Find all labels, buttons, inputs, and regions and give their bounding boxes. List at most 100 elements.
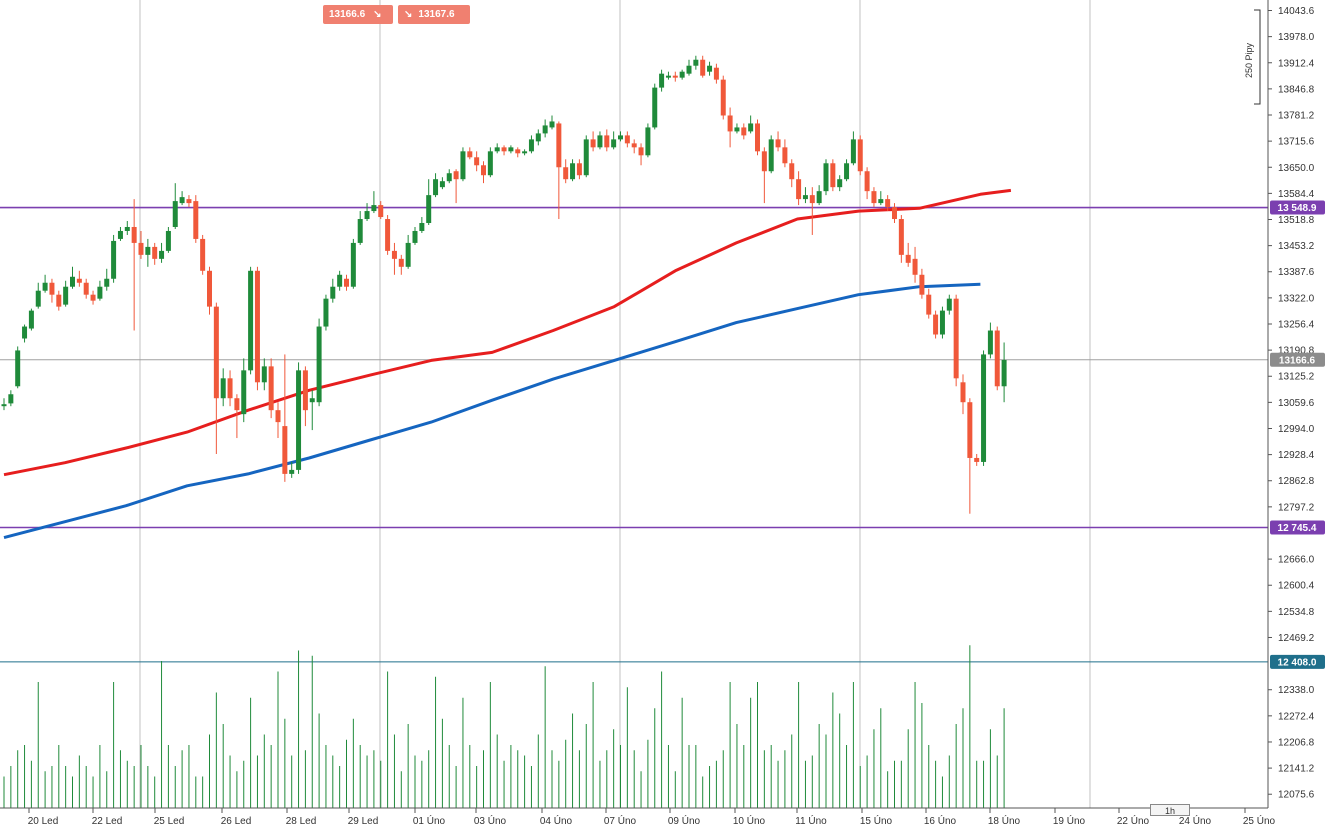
candle-body — [556, 123, 562, 168]
candle-body — [234, 398, 240, 411]
candle-body — [56, 294, 62, 307]
date-label: 22 Led — [92, 816, 123, 827]
date-label: 22 Úno — [1117, 814, 1150, 827]
candle-body — [172, 201, 178, 227]
candle-body — [871, 191, 877, 204]
candle-body — [439, 181, 445, 188]
current-price-label: 13166.6 — [1279, 355, 1316, 366]
candle-body — [631, 143, 637, 148]
price-tick-label: 12141.2 — [1278, 764, 1315, 775]
candle-body — [15, 350, 21, 387]
candle-body — [837, 179, 843, 188]
level-badge — [1270, 200, 1325, 215]
price-tick-label: 13190.8 — [1278, 346, 1315, 357]
ma-blue-line — [3, 282, 981, 540]
candle-body — [460, 151, 466, 180]
candle-body — [748, 123, 754, 132]
timeframe-badge[interactable]: 1h — [1150, 804, 1190, 816]
candle-body — [446, 173, 452, 182]
candle-body — [707, 65, 713, 72]
candle-body — [42, 282, 48, 291]
candle-body — [741, 127, 747, 136]
candle-body — [159, 250, 165, 259]
candle-body — [220, 378, 226, 399]
candle-body — [850, 139, 856, 164]
price-tick-label: 13387.6 — [1278, 267, 1315, 278]
price-tick-label: 12534.8 — [1278, 607, 1315, 618]
horizontal-levels — [0, 206, 1268, 663]
price-tick-label: 12075.6 — [1278, 790, 1315, 801]
date-label: 25 Úno — [1243, 814, 1276, 827]
candle-body — [878, 199, 884, 204]
candle-body — [892, 207, 897, 220]
date-label: 11 Úno — [795, 814, 827, 827]
buy-price: 13167.6 — [418, 9, 455, 20]
price-tick-label: 12469.2 — [1278, 633, 1315, 644]
candle-body — [344, 278, 349, 287]
candle-body — [501, 147, 507, 152]
candle-body — [391, 250, 397, 259]
measure-label: 250 Pipy — [1244, 42, 1254, 78]
sell-button[interactable]: 13166.6 ↘ — [323, 5, 393, 24]
vertical-gridlines — [139, 0, 1091, 808]
candle-body — [350, 242, 356, 287]
date-label: 07 Úno — [604, 814, 637, 827]
candle-body — [323, 298, 329, 327]
candle-body — [90, 294, 96, 301]
price-tick-label: 13256.4 — [1278, 319, 1315, 330]
price-tick-label: 13846.8 — [1278, 84, 1315, 95]
candle-body — [35, 290, 41, 307]
level-badge-label: 12 408.0 — [1278, 657, 1317, 668]
candle-body — [816, 191, 822, 204]
candle-body — [905, 254, 911, 263]
candle-body — [49, 282, 55, 295]
candle-body — [645, 127, 651, 156]
candle-body — [624, 135, 630, 144]
candle-body — [987, 330, 993, 355]
candle-body — [104, 278, 110, 287]
date-label: 10 Úno — [733, 814, 766, 827]
candle-body — [885, 199, 891, 208]
date-label: 15 Úno — [860, 814, 893, 827]
candle-body — [97, 286, 103, 299]
candle-body — [28, 310, 34, 329]
date-label: 19 Úno — [1053, 814, 1086, 827]
candle-body — [563, 167, 569, 180]
price-tick-label: 12206.8 — [1278, 737, 1315, 748]
candle-body — [974, 457, 980, 462]
price-tick-label: 12928.4 — [1278, 450, 1315, 461]
candle-body — [76, 278, 82, 283]
candle-body — [282, 426, 288, 474]
price-tick-label: 13781.2 — [1278, 111, 1315, 122]
candle-body — [165, 230, 171, 251]
date-label: 24 Úno — [1179, 814, 1212, 827]
sell-price: 13166.6 — [329, 9, 366, 20]
date-label: 04 Úno — [540, 814, 573, 827]
level-badge — [1270, 520, 1325, 535]
candle-body — [508, 147, 514, 152]
candle-body — [522, 151, 528, 154]
candle-body — [549, 121, 555, 128]
price-tick-label: 13453.2 — [1278, 241, 1315, 252]
candle-body — [967, 402, 973, 458]
candle-body — [597, 135, 603, 148]
current-price-badge — [1270, 352, 1325, 367]
candle-body — [364, 211, 370, 220]
date-label: 25 Led — [154, 816, 185, 827]
candle-body — [590, 139, 596, 148]
candle-body — [720, 79, 726, 116]
date-label: 29 Led — [348, 816, 379, 827]
candle-body — [261, 366, 267, 383]
candle-body — [823, 163, 829, 192]
candle-body — [542, 125, 548, 134]
candle-body — [981, 354, 987, 462]
candle-body — [83, 282, 89, 295]
candle-body — [686, 65, 692, 74]
price-tick-label: 13584.4 — [1278, 189, 1315, 200]
buy-button[interactable]: ↘ 13167.6 — [398, 5, 470, 24]
candle-body — [70, 276, 75, 287]
candle-body — [357, 219, 363, 243]
price-tick-label: 12862.8 — [1278, 476, 1315, 487]
candle-body — [679, 71, 685, 78]
